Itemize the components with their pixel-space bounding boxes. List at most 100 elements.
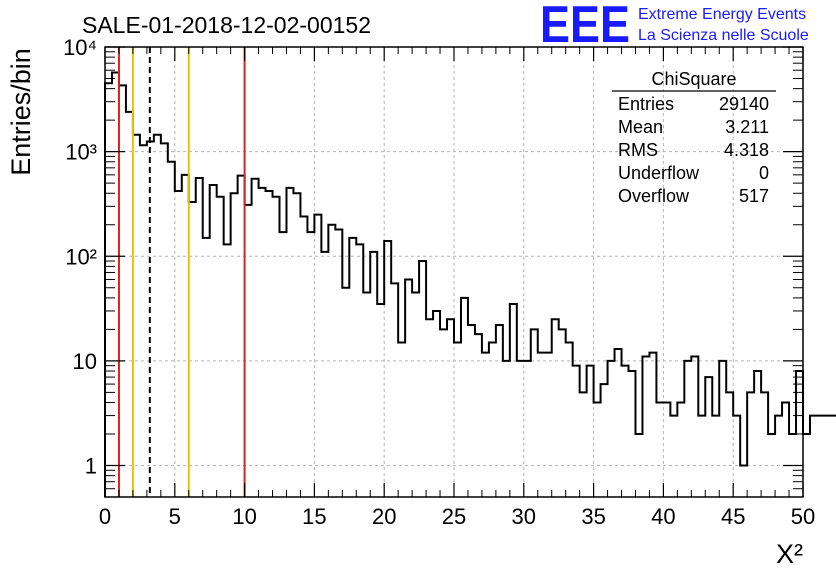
histogram-bin xyxy=(531,329,538,497)
stats-label: Entries xyxy=(618,94,674,114)
histogram-bin xyxy=(601,384,608,497)
histogram-bin xyxy=(510,304,517,497)
histogram-bin xyxy=(217,197,224,497)
histogram-bin xyxy=(321,252,328,497)
x-tick-label: 35 xyxy=(581,504,605,529)
histogram-bin xyxy=(196,178,203,497)
stats-label: Mean xyxy=(618,117,663,137)
histogram-bin xyxy=(140,145,147,497)
histogram-bin xyxy=(698,416,705,497)
histogram-bin xyxy=(412,293,419,497)
x-tick-label: 45 xyxy=(721,504,745,529)
histogram-bin xyxy=(817,416,824,497)
histogram-bin xyxy=(615,349,622,497)
histogram-bin xyxy=(629,371,636,497)
eee-logo: EEE Extreme Energy Events La Scienza nel… xyxy=(540,0,809,54)
histogram-bin xyxy=(252,179,259,497)
histogram-bin xyxy=(775,416,782,497)
stats-label: Underflow xyxy=(618,163,700,183)
histogram-bin xyxy=(517,361,524,497)
histogram-bin xyxy=(119,85,126,497)
histogram-bin xyxy=(608,361,615,497)
histogram-bin xyxy=(105,83,112,497)
histogram-bin xyxy=(622,366,629,497)
y-tick-label: 10³ xyxy=(65,140,97,165)
stats-box: ChiSquare Entries 29140 Mean 3.211 RMS 4.318 U… xyxy=(612,69,776,206)
histogram-bin xyxy=(203,238,210,497)
histogram-bin xyxy=(754,371,761,497)
histogram-bin xyxy=(335,230,342,497)
histogram-bin xyxy=(328,225,335,497)
histogram-bin xyxy=(691,357,698,497)
y-axis-label: Entries/bin xyxy=(6,48,36,176)
histogram-bin xyxy=(259,188,266,497)
histogram-bin xyxy=(635,434,642,497)
histogram-bin xyxy=(663,403,670,497)
histogram-bin xyxy=(349,238,356,497)
histogram-bin xyxy=(454,342,461,497)
stats-value: 0 xyxy=(759,163,769,183)
histogram-bin xyxy=(231,193,238,497)
histogram-bin xyxy=(768,434,775,497)
y-tick-labels: 1 10 10² 10³ 10⁴ xyxy=(63,35,97,479)
histogram-bin xyxy=(126,112,133,497)
histogram-bin xyxy=(245,205,252,497)
histogram-bin xyxy=(342,288,349,497)
y-tick-label: 1 xyxy=(85,454,97,479)
histogram-bin xyxy=(831,416,836,497)
stats-value: 517 xyxy=(739,186,769,206)
histogram-bin xyxy=(440,329,447,497)
stats-label: RMS xyxy=(618,140,658,160)
histogram-bin xyxy=(824,416,831,497)
histogram-bin xyxy=(740,466,747,497)
histogram-bin xyxy=(384,241,391,497)
histogram-bin xyxy=(782,403,789,497)
histogram-bin xyxy=(210,185,217,497)
stats-label: Overflow xyxy=(618,186,690,206)
histogram-bin xyxy=(112,73,119,497)
y-tick-label: 10 xyxy=(73,349,97,374)
histogram-bin xyxy=(656,403,663,497)
x-tick-label: 5 xyxy=(169,504,181,529)
histogram-bin xyxy=(377,304,384,497)
stats-value: 29140 xyxy=(719,94,769,114)
logo-mark: EEE xyxy=(540,0,630,54)
x-tick-label: 50 xyxy=(791,504,815,529)
x-tick-labels: 0 5 10 15 20 25 30 35 40 45 50 xyxy=(99,504,815,529)
threshold-lines xyxy=(117,47,246,497)
histogram xyxy=(104,71,836,497)
histogram-outline xyxy=(104,71,836,497)
histogram-bin xyxy=(496,325,503,497)
y-tick-label: 10² xyxy=(65,244,97,269)
histogram-bin xyxy=(426,319,433,497)
x-tick-label: 30 xyxy=(512,504,536,529)
histogram-bin xyxy=(580,392,587,497)
histogram-bin xyxy=(538,353,545,497)
x-tick-label: 40 xyxy=(651,504,675,529)
histogram-bin xyxy=(182,175,189,497)
histogram-bin xyxy=(545,353,552,497)
stats-title: ChiSquare xyxy=(651,69,736,89)
histogram-bin xyxy=(559,329,566,497)
stats-value: 4.318 xyxy=(724,140,769,160)
histogram-bin xyxy=(266,191,273,497)
histogram-bin xyxy=(307,232,314,497)
histogram-bin xyxy=(189,202,196,497)
histogram-bin xyxy=(461,298,468,497)
histogram-bin xyxy=(482,353,489,497)
histogram-bin xyxy=(300,216,307,497)
histogram-bin xyxy=(552,319,559,497)
stats-value: 3.211 xyxy=(725,117,769,137)
x-axis-label: X² xyxy=(776,539,803,569)
histogram-bin xyxy=(810,416,817,497)
histogram-bin xyxy=(447,319,454,497)
histogram-bin xyxy=(761,392,768,497)
stats-rows: Entries 29140 Mean 3.211 RMS 4.318 Underflow 0 O… xyxy=(618,94,769,206)
histogram-bin xyxy=(726,392,733,497)
histogram-bin xyxy=(475,334,482,497)
histogram-bin xyxy=(273,197,280,497)
logo-line-2: La Scienza nelle Scuole xyxy=(638,27,809,44)
histogram-bin xyxy=(356,244,363,497)
